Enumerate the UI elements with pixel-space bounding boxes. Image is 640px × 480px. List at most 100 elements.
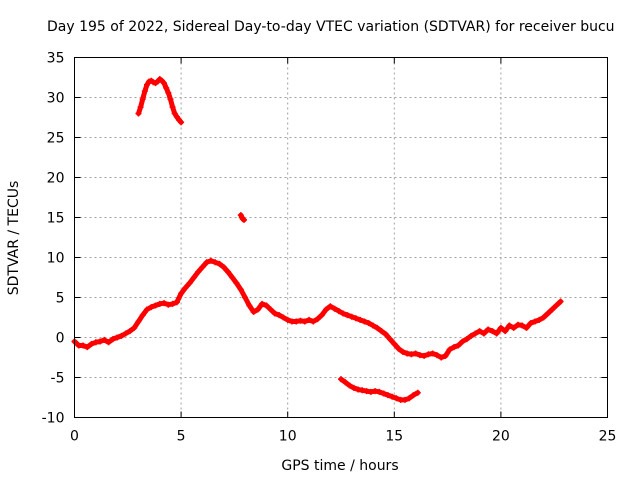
data-point	[143, 306, 150, 313]
series-main	[71, 257, 564, 361]
data-point	[118, 332, 125, 339]
data-point	[186, 280, 193, 287]
data-point	[220, 264, 227, 271]
data-point	[165, 89, 172, 96]
grid-layer	[74, 57, 608, 418]
data-point	[514, 321, 521, 328]
data-point	[105, 339, 112, 346]
data-point	[463, 336, 470, 343]
data-point	[280, 314, 287, 321]
data-point	[387, 336, 394, 343]
data-point	[502, 328, 509, 335]
data-point	[532, 318, 539, 325]
data-point	[165, 301, 172, 308]
data-point	[476, 328, 483, 335]
data-point	[346, 382, 353, 389]
data-point	[135, 110, 142, 117]
data-point	[438, 354, 445, 361]
data-point	[195, 268, 202, 275]
data-point	[143, 81, 150, 88]
data-point	[207, 257, 214, 264]
y-tick-label: 10	[47, 251, 65, 267]
data-point	[549, 306, 556, 313]
data-point	[414, 389, 421, 396]
data-point	[410, 392, 417, 399]
data-point	[342, 379, 349, 386]
data-point	[429, 350, 436, 357]
data-point	[416, 352, 423, 359]
tick-layer: 0 5 10 15 20 25 -10 -5 0 5 10 15 20 25 30 35	[42, 51, 617, 445]
data-point	[357, 316, 364, 323]
data-point	[284, 316, 291, 323]
data-point	[148, 304, 155, 311]
data-point	[378, 328, 385, 335]
data-point	[384, 392, 391, 399]
data-point	[240, 216, 247, 223]
data-point	[367, 388, 374, 395]
data-point	[276, 312, 283, 319]
data-point	[323, 306, 330, 313]
y-tick-label: -5	[51, 371, 65, 387]
y-tick-label: 30	[47, 91, 65, 107]
data-point	[156, 300, 163, 307]
plot-frame	[74, 57, 608, 418]
data-layer	[71, 76, 564, 403]
data-point	[450, 344, 457, 351]
data-point	[190, 274, 197, 281]
data-point	[523, 324, 530, 331]
data-point	[301, 318, 308, 325]
x-axis-label: GPS time / hours	[281, 458, 398, 474]
y-tick-label: 20	[47, 171, 65, 187]
data-point	[359, 387, 366, 394]
x-tick-label: 10	[279, 429, 297, 445]
data-point	[472, 330, 479, 337]
data-point	[374, 324, 381, 331]
data-point	[131, 324, 138, 331]
data-point	[527, 320, 534, 327]
data-point	[306, 316, 313, 323]
data-point	[101, 336, 108, 343]
data-point	[361, 318, 368, 325]
y-axis-label: SDTVAR / TECUs	[6, 181, 22, 296]
data-point	[246, 302, 253, 309]
data-point	[237, 286, 244, 293]
data-point	[335, 308, 342, 315]
y-tick-label: 25	[47, 131, 65, 147]
series-isolated	[237, 212, 247, 223]
data-point	[506, 322, 513, 329]
data-point	[344, 312, 351, 319]
data-point	[327, 303, 334, 310]
data-point	[225, 268, 232, 275]
data-point	[557, 298, 564, 305]
data-point	[254, 306, 261, 313]
data-point	[137, 104, 144, 111]
data-point	[178, 119, 185, 126]
data-point	[433, 352, 440, 359]
data-point	[393, 395, 400, 402]
data-point	[442, 352, 449, 359]
data-point	[212, 259, 219, 266]
data-point	[340, 310, 347, 317]
data-point	[167, 96, 174, 103]
data-point	[401, 396, 408, 403]
series-lower	[338, 376, 421, 403]
data-point	[122, 330, 129, 337]
data-point	[139, 96, 146, 103]
data-point	[489, 328, 496, 335]
data-point	[455, 342, 462, 349]
data-point	[425, 351, 432, 358]
data-point	[173, 299, 180, 306]
data-point	[350, 384, 357, 391]
data-point	[404, 350, 411, 357]
data-point	[161, 300, 168, 307]
data-point	[97, 338, 104, 345]
data-point	[297, 317, 304, 324]
data-point	[250, 308, 257, 315]
data-point	[109, 336, 116, 343]
data-point	[446, 346, 453, 353]
data-point	[216, 260, 223, 267]
data-point	[259, 300, 266, 307]
data-point	[399, 348, 406, 355]
data-point	[126, 328, 133, 335]
data-point	[485, 326, 492, 333]
